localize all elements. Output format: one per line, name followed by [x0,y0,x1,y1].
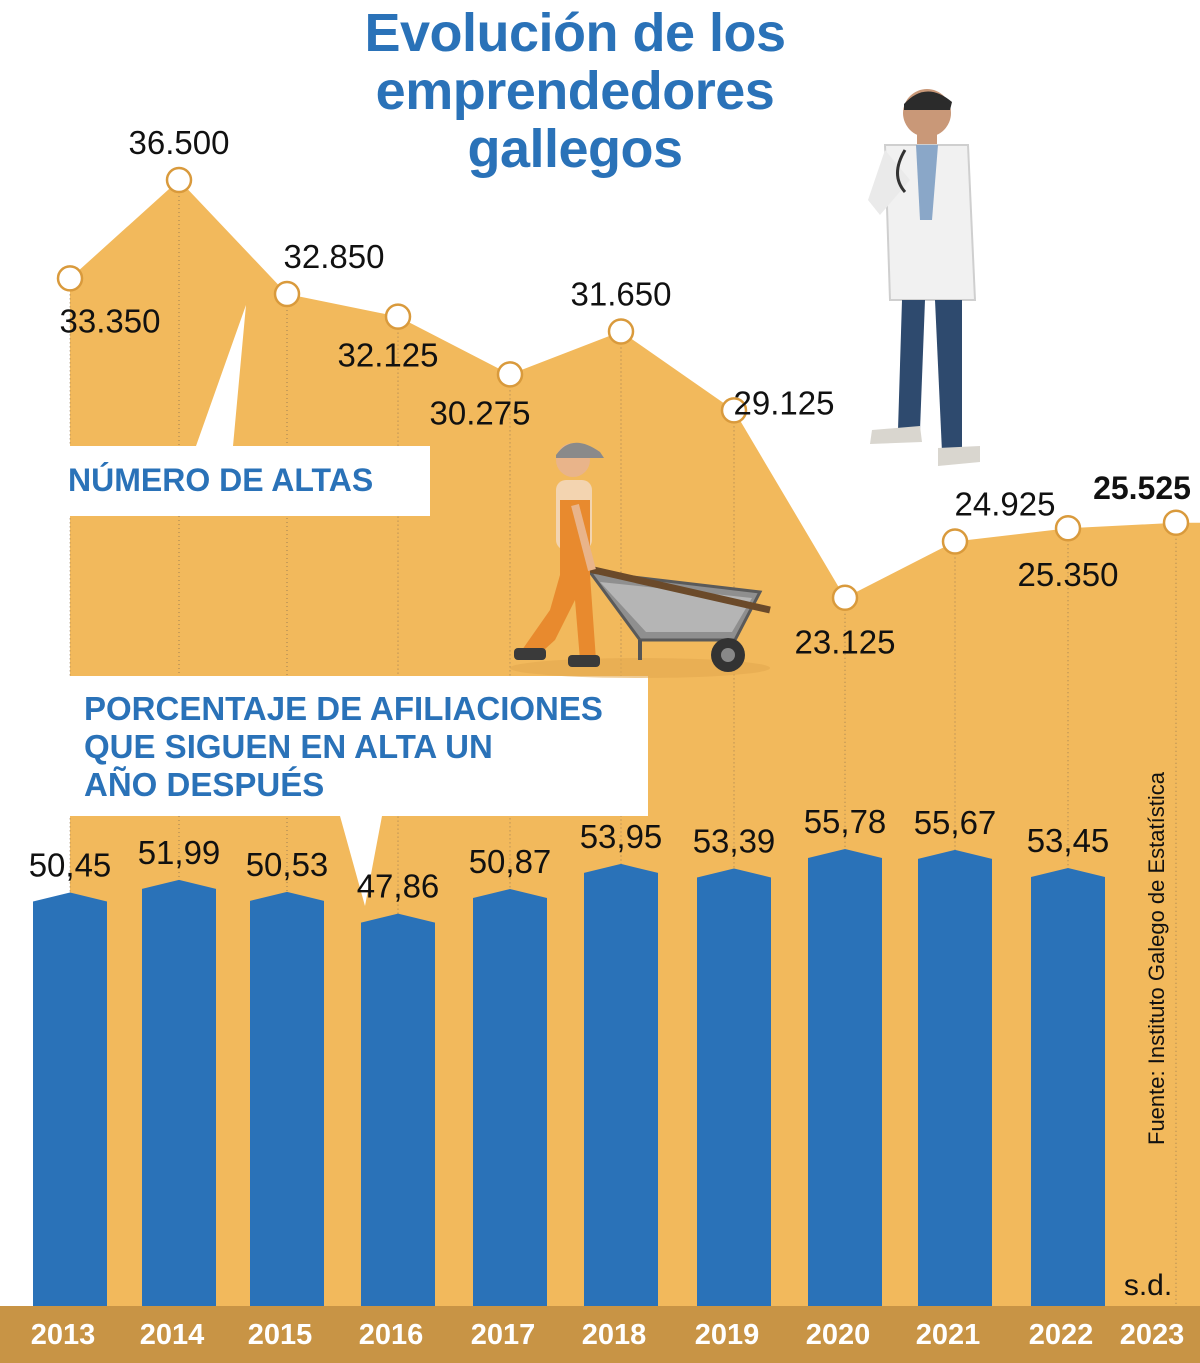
value-labels-layer: 50,45 51,99 50,53 47,86 50,87 53,95 53,39 55,78… [29,124,1191,1302]
year-tick-label: 2014 [140,1319,205,1351]
porcentaje-series-label: PORCENTAJE DE AFILIACIONES QUE SIGUEN EN… [84,690,603,803]
altas-point [56,265,84,292]
altas-point [273,280,301,308]
porcentaje-bar [33,892,107,1306]
porcentaje-bar [142,879,216,1306]
porcentaje-bar [918,849,992,1306]
altas-value-label: 24.925 [955,486,1056,523]
porcentaje-bar [584,863,658,1306]
porcentaje-bar [808,849,882,1306]
porcentaje-value-label: 50,45 [29,846,112,883]
porcentaje-value-label: 55,78 [804,803,887,840]
doctor-illustration [868,89,980,466]
altas-value-label: 29.125 [734,384,835,421]
altas-value-label: 25.350 [1018,556,1119,593]
callout-boxes [66,305,648,906]
altas-point [165,166,193,194]
year-tick-label: 2018 [582,1319,647,1351]
year-tick-label: 2016 [359,1319,424,1351]
altas-point [607,318,635,345]
altas-point [496,361,524,388]
porcentaje-value-label: 53,95 [580,818,663,855]
year-tick-label: 2013 [31,1319,96,1351]
altas-point [384,303,412,330]
altas-value-label: 31.650 [571,275,672,312]
altas-value-label: 36.500 [129,124,230,161]
altas-callout [66,305,430,516]
porcentaje-bar [697,868,771,1306]
altas-point [1162,509,1190,537]
year-axis-band [0,1306,1200,1363]
year-tick-label: 2023 [1120,1319,1185,1351]
porcentaje-value-label: 55,67 [914,804,997,841]
worker-with-wheelbarrow-illustration [510,442,771,678]
altas-value-label: 32.125 [338,337,439,374]
altas-point [1054,514,1082,542]
porcentaje-value-label: 51,99 [138,834,221,871]
altas-point [831,584,859,611]
altas-point [720,397,748,424]
year-tick-label: 2022 [1029,1319,1094,1351]
altas-value-label: 30.275 [430,394,531,431]
altas-value-label: 23.125 [795,624,896,661]
altas-series-label: NÚMERO DE ALTAS [68,462,374,498]
porcentaje-bar [473,889,547,1306]
porcentaje-value-label: 53,39 [693,822,776,859]
year-tick-label: 2015 [248,1319,313,1351]
porcentaje-bar [250,891,324,1306]
altas-value-label: 33.350 [60,302,161,339]
year-tick-label: 2020 [806,1319,871,1351]
porcentaje-bar [1031,868,1105,1306]
porcentaje-value-label: 53,45 [1027,822,1110,859]
year-axis: 2013 2014 2015 2016 2017 2018 2019 2020 2021 2022… [0,1306,1200,1363]
porcentaje-bar [361,913,435,1306]
porcentaje-value-label: 50,53 [246,846,329,883]
porcentaje-value-label: 50,87 [469,843,552,880]
source-note: Fuente: Instituto Galego de Estatística [1144,772,1169,1145]
page-title: Evolución de los emprendedores gallegos [364,3,786,179]
no-data-label: s.d. [1124,1269,1172,1302]
year-tick-label: 2021 [916,1319,981,1351]
altas-point [941,528,969,555]
altas-value-label: 25.525 [1093,470,1191,506]
altas-value-label: 32.850 [284,238,385,275]
year-tick-label: 2017 [471,1319,536,1351]
porcentaje-bars-layer [33,849,1105,1306]
porcentaje-callout [66,676,648,906]
year-tick-label: 2019 [695,1319,760,1351]
porcentaje-value-label: 47,86 [357,868,440,905]
